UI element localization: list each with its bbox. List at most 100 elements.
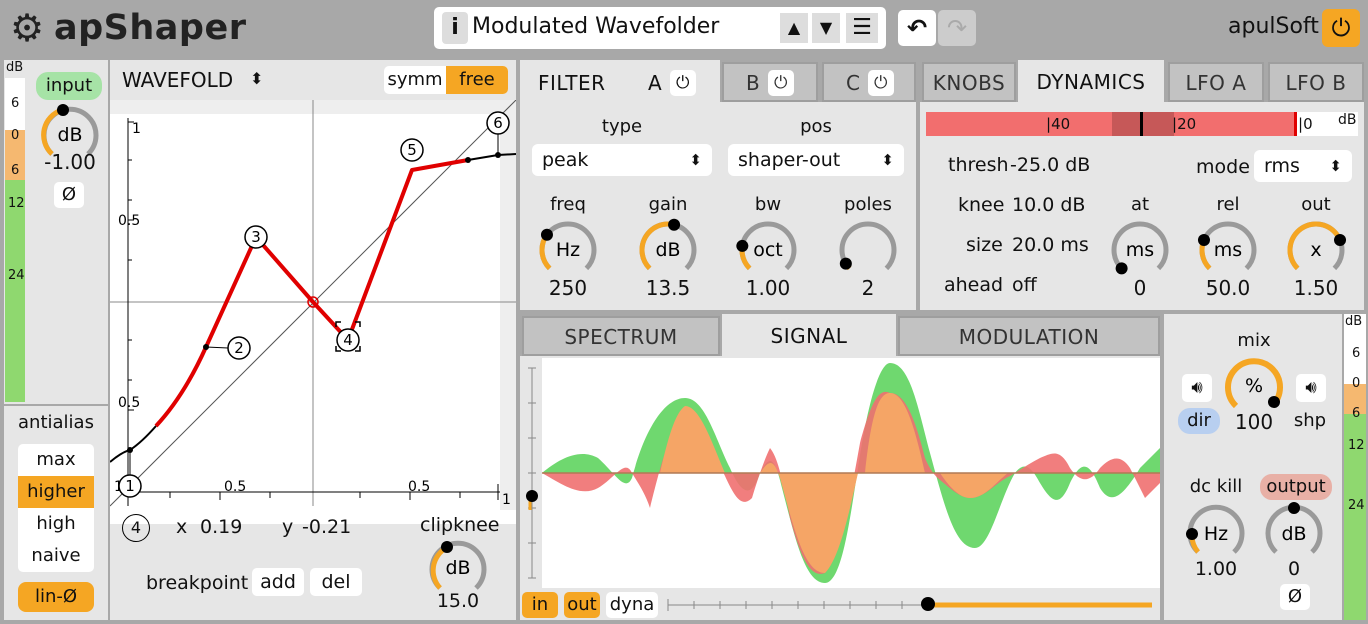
scope-out-toggle[interactable]: out [564, 592, 600, 618]
filter-pos-value: shaper-out [738, 149, 841, 171]
add-breakpoint-button[interactable]: add [252, 568, 304, 596]
antialias-option-high[interactable]: high [36, 513, 76, 534]
filter-poles-knob[interactable] [836, 218, 900, 282]
antialias-option-naive[interactable]: naive [31, 545, 81, 566]
shaper-curve-graph[interactable]: 1 0.5 0.5 1 0.5 0.5 1 1 2 3 4 [110, 100, 516, 524]
tab-lfo-b[interactable]: LFO B [1268, 62, 1364, 102]
filter-tab-b[interactable]: B ⏻ [722, 62, 818, 102]
filter-gain-knob[interactable]: dB [636, 218, 700, 282]
svg-text:Hz: Hz [556, 239, 580, 261]
dynamics-rel-knob[interactable]: ms [1196, 218, 1260, 282]
input-gain-knob[interactable]: dB [38, 102, 102, 166]
gear-icon[interactable]: ⚙ [10, 6, 45, 50]
filter-bw-value: 1.00 [745, 276, 791, 300]
symmetry-toggle: symm free [384, 66, 508, 94]
dynamics-meter[interactable]: |40 |20 |0 dB [926, 112, 1358, 136]
output-meter: dB 6 0 6 12 24 [1344, 314, 1366, 620]
preset-name[interactable]: Modulated Wavefolder [472, 14, 720, 39]
meter-tick: 12 [1348, 438, 1365, 453]
input-phase-button[interactable]: Ø [54, 182, 84, 208]
size-value[interactable]: 20.0 ms [1012, 234, 1089, 256]
filter-a-power-icon[interactable]: ⏻ [670, 70, 696, 96]
meter-tick: 12 [8, 196, 25, 211]
bypass-power-icon[interactable]: ⏻ [1322, 9, 1360, 47]
output-label: output [1260, 474, 1332, 500]
output-meter-title: dB [1345, 314, 1363, 329]
dir-label: dir [1178, 408, 1220, 434]
filter-poles-value: 2 [861, 276, 875, 300]
info-icon[interactable]: i [442, 12, 468, 44]
curve-point-3: 3 [251, 228, 261, 246]
shaper-panel: WAVEFOLD ⬍ symm free 1 0.5 0.5 1 0.5 [110, 60, 516, 620]
tab-knobs[interactable]: KNOBS [922, 62, 1016, 102]
meter-label-20: |20 [1172, 115, 1197, 133]
viz-tab-signal[interactable]: SIGNAL [722, 314, 896, 358]
mode-select[interactable]: rms ⬍ [1254, 150, 1352, 182]
shaper-mode-arrow-icon[interactable]: ⬍ [250, 69, 264, 88]
knee-value[interactable]: 10.0 dB [1012, 194, 1086, 216]
antialias-option-max[interactable]: max [36, 449, 76, 470]
clipknee-value: 15.0 [436, 590, 480, 612]
viz-tab-modulation[interactable]: MODULATION [898, 316, 1160, 356]
meter-label-40: |40 [1046, 115, 1071, 133]
preset-next-icon[interactable]: ▼ [812, 13, 840, 43]
shaper-mode[interactable]: WAVEFOLD [122, 68, 234, 92]
mix-label: mix [1237, 330, 1271, 351]
preset-prev-icon[interactable]: ▲ [780, 13, 808, 43]
svg-text:ms: ms [1214, 239, 1242, 261]
dc-kill-knob[interactable]: Hz [1184, 502, 1248, 562]
dynamics-out-knob[interactable]: x [1284, 218, 1348, 282]
mix-knob[interactable]: % [1222, 356, 1286, 416]
y-value[interactable]: -0.21 [302, 516, 352, 538]
input-knob-unit: dB [57, 124, 82, 146]
output-knob[interactable]: dB [1262, 502, 1326, 562]
dynamics-at-knob[interactable]: ms [1108, 218, 1172, 282]
dynamics-at-label: at [1130, 194, 1150, 215]
curve-point-1: 1 [125, 477, 135, 495]
filter-c-power-icon[interactable]: ⏻ [868, 70, 894, 96]
redo-icon[interactable]: ↷ [938, 10, 976, 46]
clipknee-knob[interactable]: dB [426, 538, 490, 598]
clipknee-label: clipknee [420, 514, 500, 536]
filter-pos-select[interactable]: shaper-out ⬍ [728, 144, 904, 176]
preset-box: i Modulated Wavefolder ▲ ▼ ☰ [434, 7, 886, 49]
filter-type-select[interactable]: peak ⬍ [532, 144, 712, 176]
filter-title: FILTER [538, 71, 606, 95]
antialias-panel: antialias max higher high naive lin-Ø [4, 406, 108, 620]
x-value[interactable]: 0.19 [200, 516, 243, 538]
scope-dyna-toggle[interactable]: dyna [606, 592, 658, 618]
input-meter-title: dB [6, 60, 24, 75]
tab-lfo-a[interactable]: LFO A [1168, 62, 1264, 102]
dir-speaker-icon[interactable]: 🔊︎ [1182, 374, 1212, 402]
shp-speaker-icon[interactable]: 🔊︎ [1296, 374, 1326, 402]
mix-panel [1164, 314, 1342, 620]
undo-icon[interactable]: ↶ [898, 10, 936, 46]
filter-tab-c[interactable]: C ⏻ [822, 62, 916, 102]
lin-phase-button[interactable]: lin-Ø [18, 582, 94, 612]
filter-tab-a-label: A [648, 71, 663, 95]
curve-point-5: 5 [407, 141, 417, 159]
del-breakpoint-button[interactable]: del [310, 568, 362, 596]
knee-label: knee [958, 194, 1005, 216]
filter-poles-label: poles [844, 194, 892, 215]
menu-icon[interactable]: ☰ [846, 13, 878, 43]
meter-tick: 6 [11, 96, 20, 111]
antialias-option-higher[interactable]: higher [18, 476, 94, 508]
scope-time-slider[interactable] [664, 594, 1156, 616]
signal-scope [520, 358, 1160, 588]
ahead-value[interactable]: off [1012, 274, 1037, 296]
filter-bw-knob[interactable]: oct [736, 218, 800, 282]
curve-point-4: 4 [343, 331, 353, 349]
filter-freq-knob[interactable]: Hz [536, 218, 600, 282]
output-phase-button[interactable]: Ø [1280, 584, 1310, 610]
filter-panel [520, 102, 916, 310]
meter-tick: 0 [11, 128, 20, 143]
symm-button[interactable]: symm [387, 69, 443, 90]
tab-dynamics[interactable]: DYNAMICS [1018, 60, 1164, 104]
thresh-value[interactable]: -25.0 dB [1010, 154, 1091, 176]
filter-tab-a[interactable]: FILTER A ⏻ [520, 60, 720, 104]
free-button[interactable]: free [446, 66, 508, 94]
viz-tab-spectrum[interactable]: SPECTRUM [522, 316, 720, 356]
filter-b-power-icon[interactable]: ⏻ [768, 70, 794, 96]
scope-in-toggle[interactable]: in [522, 592, 558, 618]
